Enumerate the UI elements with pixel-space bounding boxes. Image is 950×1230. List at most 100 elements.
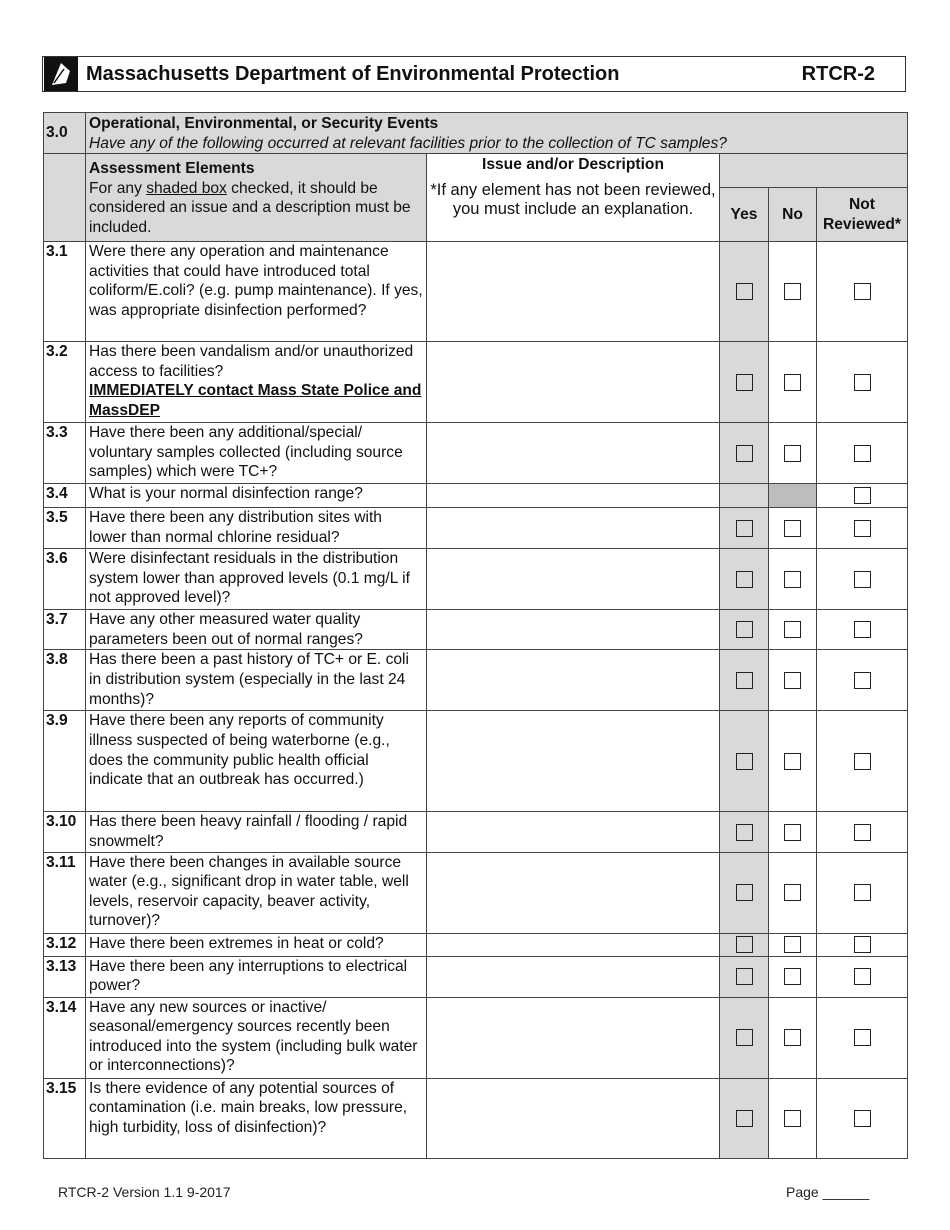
row-number: 3.13 [43,955,86,998]
warning-text: IMMEDIATELY contact Mass State Police an… [89,382,422,419]
not-reviewed-checkbox[interactable] [853,621,871,639]
question-text: Have any other measured water quality pa… [85,609,427,651]
yes-checkbox[interactable] [735,570,753,588]
not-reviewed-checkbox[interactable] [853,936,871,954]
no-checkbox[interactable] [784,823,801,841]
yes-checkbox[interactable] [735,671,753,689]
question-text: Is there evidence of any potential sourc… [85,1077,427,1159]
no-checkbox[interactable] [784,373,801,391]
description-field[interactable] [426,1077,720,1159]
no-checkbox[interactable] [784,1029,801,1047]
question-text: Have there been changes in available sou… [85,851,427,934]
yes-checkbox[interactable] [735,884,753,902]
table-row: 3.3 Have there been any additional/specia… [43,422,908,485]
table-row: 3.13 Have there been any interruptions to… [43,955,908,998]
question-text: Were disinfectant residuals in the distr… [85,548,427,611]
not-reviewed-checkbox[interactable] [853,519,871,537]
question-text: Were there any operation and maintenance… [85,241,427,343]
description-field[interactable] [426,422,720,485]
not-reviewed-checkbox[interactable] [853,884,871,902]
section-subtitle: Have any of the following occurred at re… [89,134,727,152]
issue-header: Issue and/or Description [482,156,664,174]
yes-checkbox[interactable] [735,823,753,841]
no-header: No [768,187,817,243]
description-field[interactable] [426,341,720,424]
not-reviewed-checkbox[interactable] [853,487,871,505]
question-text: Have there been any additional/special/ … [85,422,427,485]
description-field[interactable] [426,649,720,712]
question-text: Has there been heavy rainfall / flooding… [85,811,427,853]
not-reviewed-checkbox[interactable] [853,283,871,301]
question-text: Has there been a past history of TC+ or … [85,649,427,712]
question-text: Have there been any distribution sites w… [85,507,427,550]
yes-checkbox[interactable] [735,1029,753,1047]
not-reviewed-checkbox[interactable] [853,373,871,391]
yes-checkbox[interactable] [735,373,753,391]
row-number: 3.8 [43,649,86,712]
yes-checkbox[interactable] [735,752,753,770]
question-text: Have there been any reports of community… [85,710,427,813]
description-field[interactable] [426,241,720,343]
table-row: 3.1 Were there any operation and maintena… [43,241,908,343]
row-number: 3.7 [43,609,86,651]
description-field[interactable] [426,851,720,934]
no-checkbox[interactable] [784,752,801,770]
yes-checkbox[interactable] [735,1109,753,1127]
not-reviewed-checkbox[interactable] [853,752,871,770]
row-number: 3.5 [43,507,86,550]
no-checkbox[interactable] [784,1109,801,1127]
no-checkbox[interactable] [784,283,801,301]
question-text: Has there been vandalism and/or unauthor… [85,341,427,424]
section-title: Operational, Environmental, or Security … [89,115,439,132]
yes-checkbox[interactable] [735,519,753,537]
no-checkbox[interactable] [784,519,801,537]
assessment-header: Assessment Elements [89,160,255,178]
yes-checkbox[interactable] [735,936,753,954]
not-reviewed-checkbox[interactable] [853,671,871,689]
massdep-logo-icon [44,57,78,91]
question-text: Have any new sources or inactive/ season… [85,996,427,1079]
description-field[interactable] [426,996,720,1079]
not-reviewed-header: Not Reviewed* [816,187,908,243]
not-reviewed-checkbox[interactable] [853,1029,871,1047]
page-header: Massachusetts Department of Environmenta… [42,56,906,92]
row-number: 3.11 [43,851,86,934]
row-number: 3.6 [43,548,86,611]
description-field[interactable] [426,548,720,611]
no-checkbox[interactable] [784,671,801,689]
question-text: Have there been extremes in heat or cold… [85,932,427,957]
not-reviewed-checkbox[interactable] [853,823,871,841]
no-checkbox[interactable] [784,444,801,462]
table-row: 3.5 Have there been any distribution site… [43,507,908,550]
not-reviewed-checkbox[interactable] [853,968,871,986]
description-field[interactable] [426,483,720,509]
table-row: 3.14 Have any new sources or inactive/ se… [43,996,908,1079]
description-field[interactable] [426,932,720,957]
table-row: 3.6 Were disinfectant residuals in the di… [43,548,908,611]
row-number: 3.10 [43,811,86,853]
description-field[interactable] [426,955,720,998]
yes-checkbox[interactable] [735,283,753,301]
description-field[interactable] [426,609,720,651]
no-checkbox[interactable] [784,884,801,902]
not-reviewed-checkbox[interactable] [853,570,871,588]
no-checkbox[interactable] [784,936,801,954]
no-checkbox[interactable] [784,570,801,588]
description-field[interactable] [426,811,720,853]
yes-checkbox[interactable] [735,621,753,639]
yes-checkbox[interactable] [735,444,753,462]
description-field[interactable] [426,710,720,813]
header-title: Massachusetts Department of Environmenta… [86,62,620,85]
table-row: 3.7 Have any other measured water quality… [43,609,908,651]
no-checkbox[interactable] [784,621,801,639]
row-number: 3.1 [43,241,86,343]
not-reviewed-checkbox[interactable] [853,1109,871,1127]
row-number: 3.3 [43,422,86,485]
question-text: What is your normal disinfection range? [85,483,427,509]
footer-version: RTCR-2 Version 1.1 9-2017 [58,1184,231,1200]
table-row: 3.8 Has there been a past history of TC+ … [43,649,908,712]
no-checkbox[interactable] [784,968,801,986]
description-field[interactable] [426,507,720,550]
yes-checkbox[interactable] [735,968,753,986]
not-reviewed-checkbox[interactable] [853,444,871,462]
